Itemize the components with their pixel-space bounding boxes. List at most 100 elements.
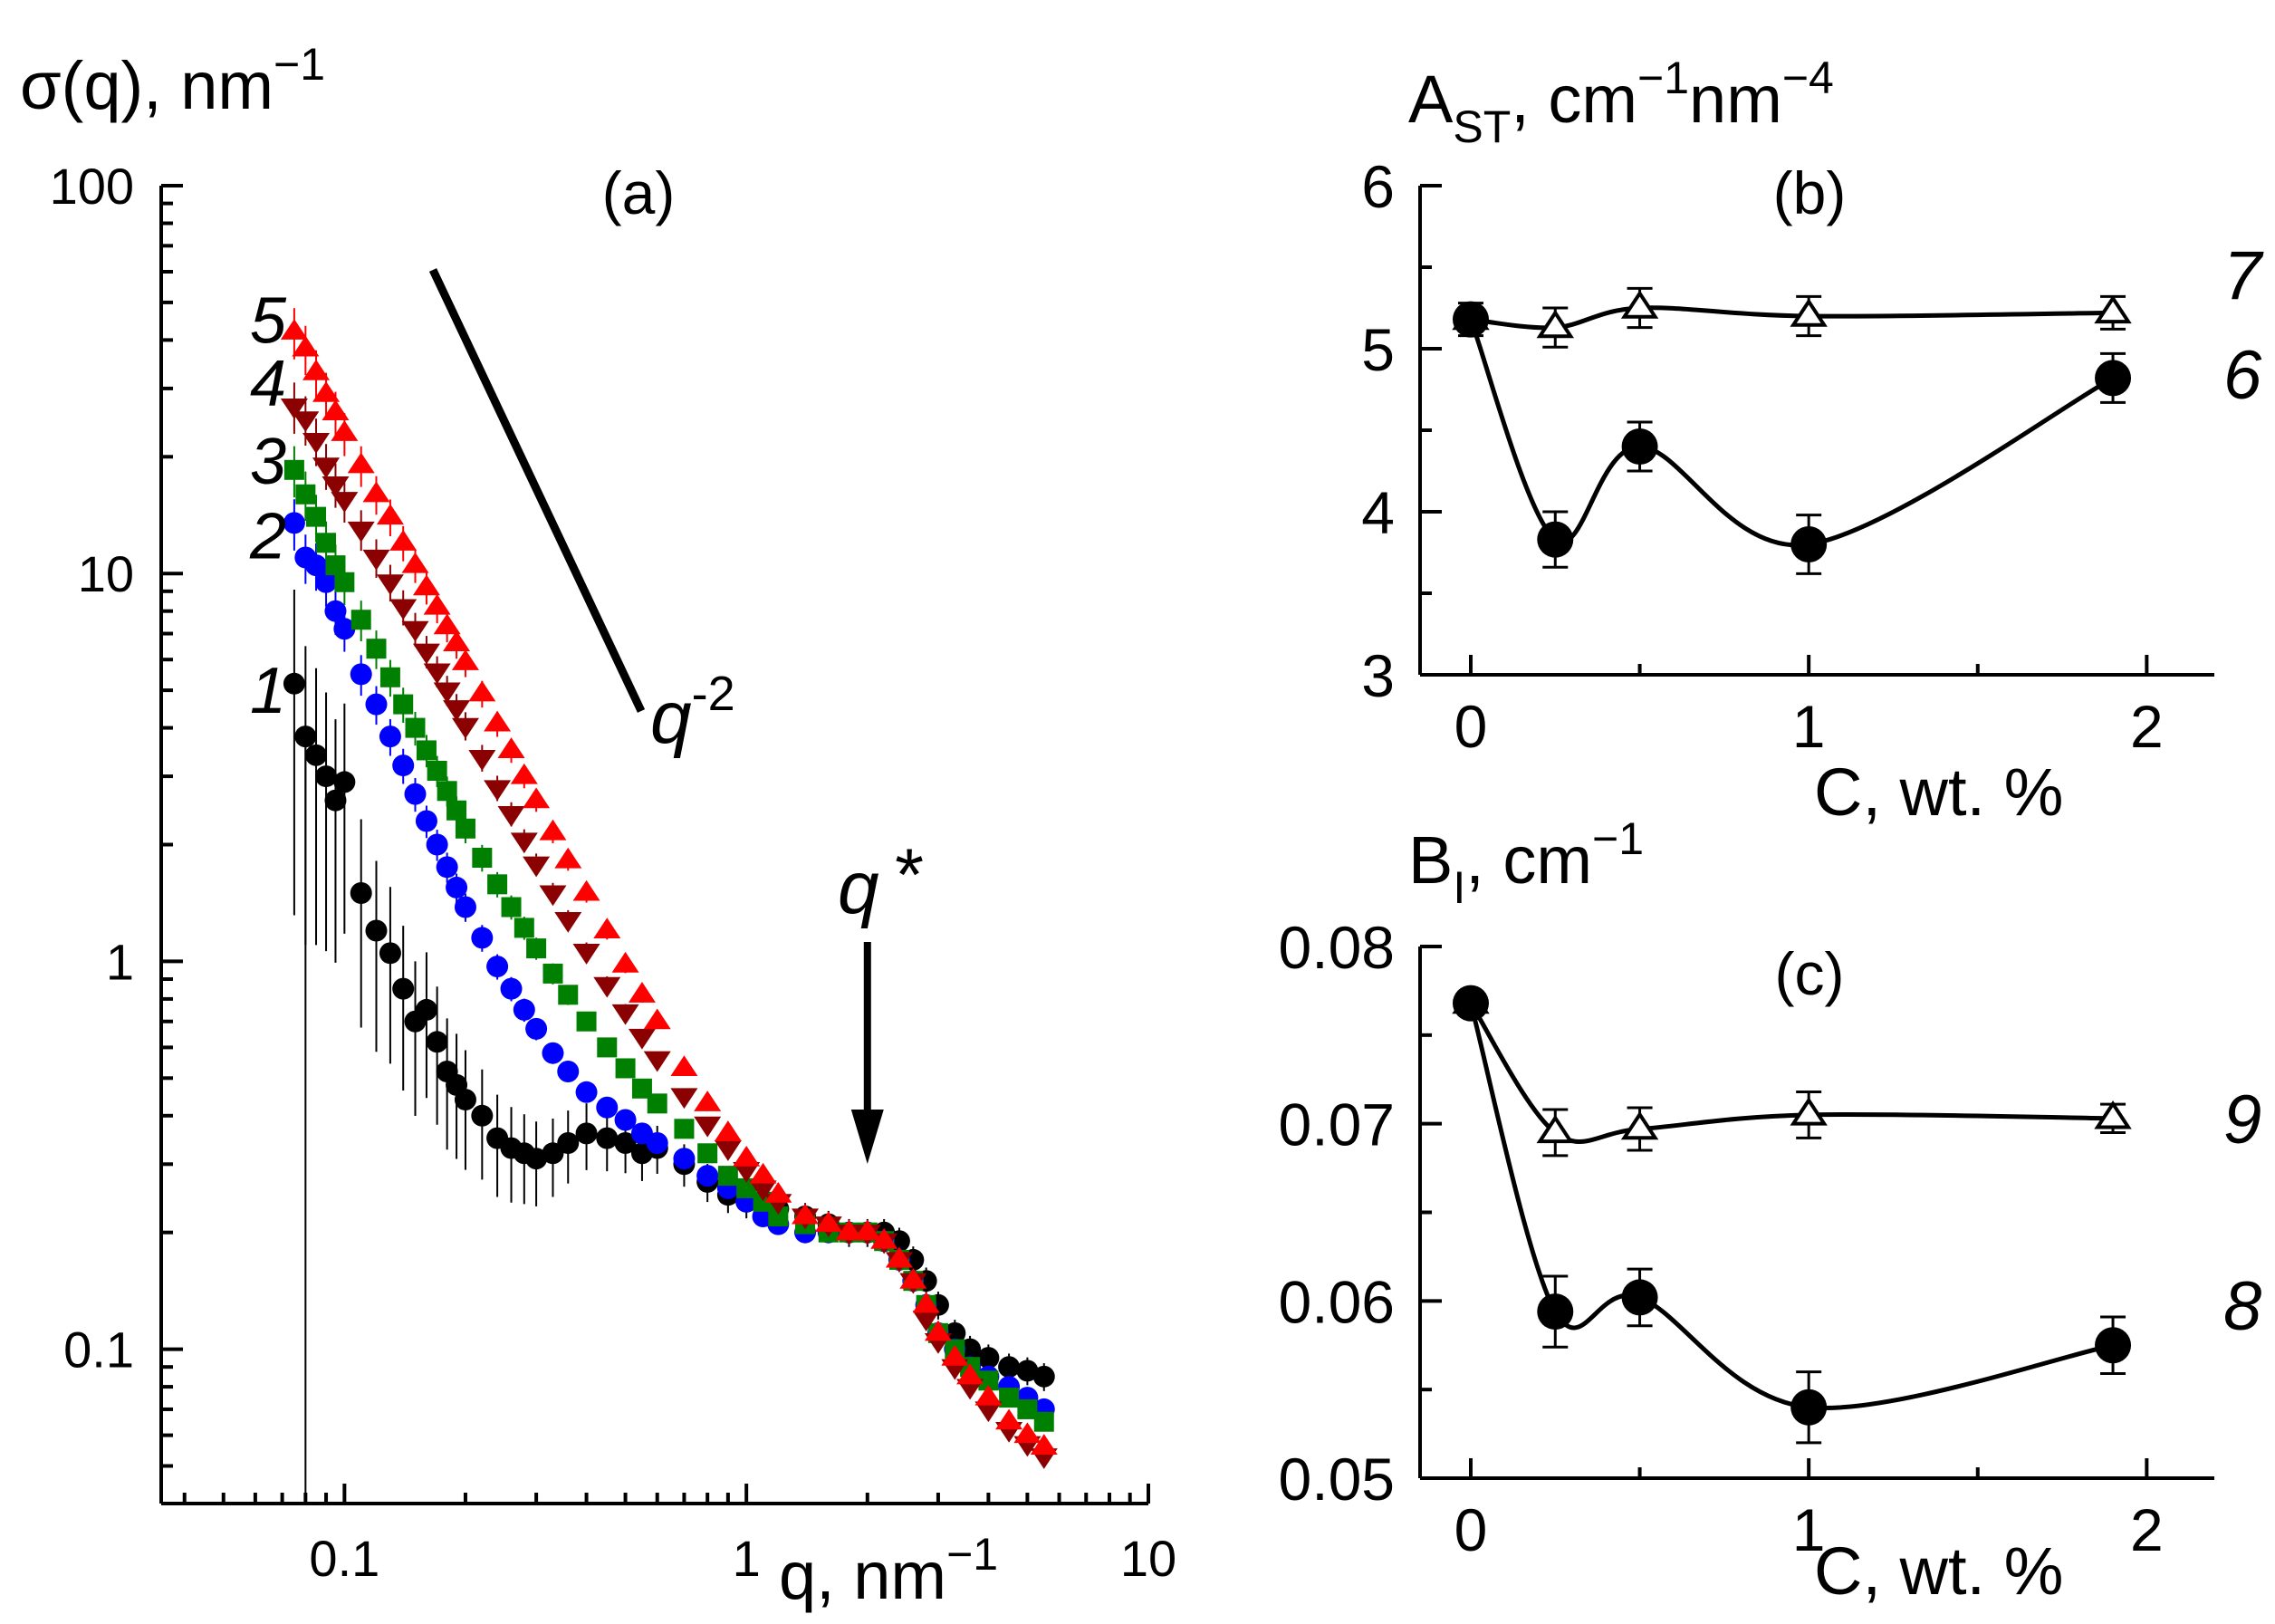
panel-c-x-axis-label: C, wt. % bbox=[1814, 1533, 2063, 1609]
point-series-2 bbox=[324, 600, 347, 622]
point-series-1 bbox=[350, 881, 372, 904]
point-series-8 bbox=[1452, 985, 1489, 1022]
panel-a-label: (a) bbox=[602, 159, 676, 226]
point-series-4 bbox=[628, 1028, 656, 1050]
point-series-4 bbox=[401, 620, 429, 642]
point-series-4 bbox=[362, 549, 390, 571]
point-series-4 bbox=[554, 911, 582, 933]
point-series-4 bbox=[593, 976, 621, 998]
point-series-5 bbox=[423, 593, 451, 615]
panel-c: BI, cm−1 (c) C, wt. % 0 1 2 0.05 0.06 0.07 0.0… bbox=[1279, 813, 2262, 1609]
point-series-2 bbox=[542, 1042, 564, 1064]
point-series-9 bbox=[1620, 1110, 1659, 1140]
point-series-2 bbox=[646, 1132, 668, 1155]
point-series-4 bbox=[694, 1116, 722, 1138]
point-series-4 bbox=[611, 1004, 639, 1025]
point-series-4 bbox=[292, 411, 320, 433]
point-series-1 bbox=[614, 1132, 637, 1155]
point-series-5 bbox=[331, 420, 359, 441]
point-series-5 bbox=[593, 918, 621, 939]
point-series-3 bbox=[615, 1058, 636, 1079]
point-series-9 bbox=[2094, 1100, 2132, 1129]
point-series-6 bbox=[1621, 428, 1658, 465]
series-label-7: 7 bbox=[2223, 237, 2264, 314]
x-tick-label: 0 bbox=[1454, 1496, 1488, 1563]
point-series-5 bbox=[643, 1008, 671, 1030]
point-series-2 bbox=[696, 1165, 719, 1187]
point-series-5 bbox=[451, 649, 479, 670]
point-series-4 bbox=[749, 1180, 777, 1202]
point-series-2 bbox=[392, 754, 415, 777]
point-series-7 bbox=[1620, 290, 1659, 319]
point-series-6 bbox=[1452, 301, 1489, 338]
y-tick-label: 5 bbox=[1361, 316, 1395, 383]
y-tick-label: 0.05 bbox=[1279, 1446, 1395, 1513]
point-series-5 bbox=[312, 380, 341, 402]
y-tick-label: 1 bbox=[106, 933, 134, 990]
point-series-3 bbox=[526, 938, 547, 959]
point-series-4 bbox=[912, 1311, 940, 1331]
point-series-3 bbox=[768, 1206, 789, 1226]
point-series-5 bbox=[376, 504, 404, 525]
point-series-4 bbox=[539, 885, 567, 907]
point-series-3 bbox=[1017, 1398, 1038, 1419]
point-series-4 bbox=[510, 832, 538, 854]
series-label-9: 9 bbox=[2223, 1081, 2261, 1158]
point-series-3 bbox=[283, 459, 304, 480]
point-series-5 bbox=[433, 613, 461, 635]
point-series-5 bbox=[412, 574, 440, 596]
point-series-1 bbox=[1032, 1365, 1055, 1388]
y-tick-label: 0.1 bbox=[63, 1321, 134, 1379]
y-tick-label: 6 bbox=[1361, 153, 1395, 220]
point-series-5 bbox=[497, 737, 525, 758]
point-series-1 bbox=[305, 744, 328, 766]
point-series-4 bbox=[302, 433, 331, 454]
point-series-7 bbox=[1536, 309, 1574, 339]
point-series-3 bbox=[1033, 1411, 1054, 1432]
point-series-3 bbox=[487, 874, 508, 895]
panel-b-axes: 0 1 2 3 4 5 6 bbox=[1361, 153, 2214, 760]
point-series-2 bbox=[596, 1096, 619, 1119]
point-series-2 bbox=[471, 927, 494, 949]
point-series-3 bbox=[978, 1370, 999, 1391]
series-label-1: 1 bbox=[250, 655, 286, 727]
y-tick-label: 0.08 bbox=[1279, 914, 1395, 981]
point-series-5 bbox=[292, 335, 320, 357]
y-tick-label: 0.07 bbox=[1279, 1091, 1395, 1158]
point-series-1 bbox=[977, 1347, 1000, 1369]
panel-a-y-axis-label: σ(q), nm−1 bbox=[20, 39, 325, 123]
point-series-2 bbox=[575, 1081, 598, 1103]
point-series-3 bbox=[542, 963, 563, 984]
x-tick-label: 1 bbox=[733, 1530, 761, 1587]
point-series-5 bbox=[764, 1181, 792, 1203]
point-series-5 bbox=[835, 1219, 863, 1241]
point-series-4 bbox=[389, 599, 418, 620]
point-series-5 bbox=[510, 763, 538, 784]
series-label-2: 2 bbox=[249, 501, 286, 573]
panel-b-content: 76 bbox=[1452, 237, 2264, 575]
point-series-4 bbox=[312, 457, 341, 479]
series-label-4: 4 bbox=[250, 348, 286, 420]
point-series-9 bbox=[1790, 1097, 1828, 1126]
point-series-2 bbox=[415, 810, 437, 832]
point-series-2 bbox=[454, 896, 476, 918]
point-series-3 bbox=[999, 1388, 1020, 1408]
x-tick-label: 1 bbox=[1792, 693, 1826, 760]
point-series-5 bbox=[611, 951, 639, 973]
y-tick-label: 10 bbox=[78, 545, 134, 602]
point-series-3 bbox=[472, 847, 493, 868]
point-series-3 bbox=[514, 918, 534, 938]
point-series-5 bbox=[280, 319, 308, 340]
point-series-1 bbox=[557, 1132, 580, 1155]
point-series-3 bbox=[316, 533, 337, 553]
x-tick-label: 0 bbox=[1454, 693, 1488, 760]
point-series-5 bbox=[956, 1363, 984, 1385]
point-series-3 bbox=[674, 1119, 695, 1139]
point-series-1 bbox=[575, 1122, 598, 1145]
point-series-4 bbox=[322, 476, 350, 497]
point-series-5 bbox=[870, 1227, 898, 1249]
point-series-2 bbox=[557, 1061, 580, 1083]
panel-c-label: (c) bbox=[1775, 940, 1845, 1007]
